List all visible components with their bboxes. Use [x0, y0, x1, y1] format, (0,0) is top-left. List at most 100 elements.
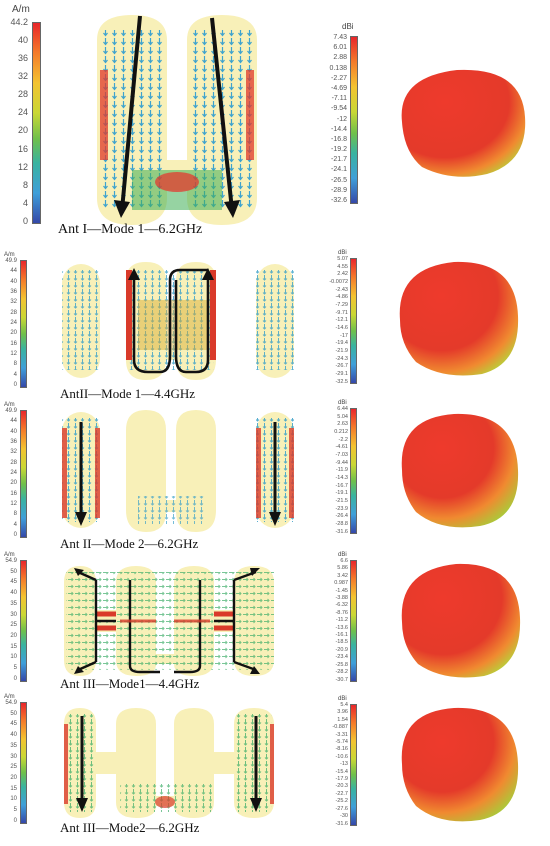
current-color-scale: [20, 410, 27, 538]
gain-tick-labels: 6.6 5.86 3.42 0.987 -1.45 -3.88 -6.32 -8…: [318, 558, 348, 683]
tick: -6.32: [335, 602, 348, 609]
tick: 10: [10, 796, 17, 803]
gain-color-scale: [350, 258, 357, 384]
tick: 8: [22, 179, 28, 190]
tick: -30: [340, 813, 348, 820]
tick: -24.3: [335, 355, 348, 362]
tick: -0.887: [332, 724, 348, 731]
tick: -26.7: [335, 363, 348, 370]
tick: -21.9: [335, 347, 348, 354]
gain-colorbar: dBi 6.44 5.04 2.63 0.212 -2.2 -4.61 -7.0…: [318, 400, 358, 534]
tick: -11.9: [335, 467, 348, 474]
current-colorbar: A/m 49.9 44 40 36 32 28 24 20 16 12 8 4 …: [2, 402, 28, 538]
tick: 44: [10, 418, 17, 425]
tick: -4.69: [331, 84, 347, 92]
tick: 7.43: [333, 34, 347, 41]
tick: -8.16: [335, 746, 348, 753]
tick: 16: [10, 340, 17, 347]
tick: -7.03: [335, 451, 348, 458]
gain-tick-labels: 5.4 3.96 1.54 -0.887 -3.31 -5.74 -8.16 -…: [318, 702, 348, 827]
tick: 0.212: [334, 428, 348, 435]
tick: -3.88: [335, 595, 348, 602]
tick: -8.76: [335, 609, 348, 616]
tick: -2.2: [338, 436, 348, 443]
tick: 5: [13, 665, 17, 672]
tick: 8: [13, 361, 17, 368]
tick: -0.0072: [329, 278, 348, 285]
tick: 6.01: [333, 44, 347, 52]
tick: -23.4: [335, 654, 348, 661]
tick: -30.7: [335, 676, 348, 683]
tick: 5.07: [337, 256, 348, 262]
tick: -19.2: [331, 146, 347, 154]
tick: -12.1: [335, 317, 348, 324]
tick: 3.42: [337, 572, 348, 579]
radiation-pattern-3d: [401, 413, 519, 528]
tick: 5.4: [340, 702, 348, 708]
gain-tick-labels: 7.43 6.01 2.88 0.138 -2.27 -4.69 -7.11 -…: [312, 34, 347, 204]
row-ant3-mode1: A/m 54.9 50 45 40 35 30 25 20 15 10 5 0: [0, 552, 550, 694]
tick: -28.9: [331, 186, 347, 194]
current-colorbar: A/m 54.9 50 45 40 35 30 25 20 15 10 5 0: [2, 694, 28, 824]
tick: 25: [10, 764, 17, 771]
tick: 20: [10, 330, 17, 337]
tick: -25.8: [335, 661, 348, 668]
tick: 40: [10, 732, 17, 739]
tick: 36: [10, 288, 17, 295]
tick: -25.2: [335, 798, 348, 805]
tick: -17.9: [335, 776, 348, 783]
tick: 16: [17, 143, 28, 154]
tick: -18.5: [335, 639, 348, 646]
tick: 45: [10, 721, 17, 728]
tick: -9.54: [331, 105, 347, 113]
tick: 44: [10, 268, 17, 275]
tick: 44.2: [10, 17, 28, 27]
tick: 12: [17, 161, 28, 172]
mode-caption: Ant I—Mode 1—6.2GHz: [58, 222, 203, 237]
mode-caption: AntII—Mode 1—4.4GHz: [60, 386, 196, 401]
tick: 4: [13, 371, 17, 378]
tick: -16.7: [335, 482, 348, 489]
tick: 28: [10, 309, 17, 316]
tick: 4: [22, 197, 28, 208]
current-color-scale: [32, 22, 41, 224]
tick: -29.1: [335, 370, 348, 377]
tick: -27.6: [335, 805, 348, 812]
tick: 54.9: [5, 700, 17, 706]
tick: 45: [10, 579, 17, 586]
tick: 0: [13, 381, 17, 388]
tick: 15: [10, 785, 17, 792]
tick: -19.1: [335, 490, 348, 497]
tick: 8: [13, 511, 17, 518]
tick: 40: [10, 590, 17, 597]
tick: -2.43: [335, 286, 348, 293]
tick: 50: [10, 568, 17, 575]
tick: -32.5: [335, 378, 348, 385]
current-distribution-plot: [62, 262, 294, 380]
tick: -4.61: [335, 444, 348, 451]
tick: -32.6: [331, 197, 347, 204]
tick: 3.96: [337, 709, 348, 716]
gain-color-scale: [350, 704, 357, 826]
tick: -3.31: [335, 731, 348, 738]
tick: 0: [13, 531, 17, 538]
tick: 1.54: [337, 716, 348, 723]
tick: 35: [10, 742, 17, 749]
tick: 5: [13, 807, 17, 814]
tick: -28.2: [335, 669, 348, 676]
tick: 0.138: [329, 64, 347, 72]
gain-colorbar: dBi 7.43 6.01 2.88 0.138 -2.27 -4.69 -7.…: [312, 22, 360, 206]
tick: 12: [10, 350, 17, 357]
tick: -26.4: [335, 513, 348, 520]
current-unit-label: A/m: [12, 4, 30, 15]
current-colorbar: A/m 54.9 50 45 40 35 30 25 20 15 10 5 0: [2, 552, 28, 682]
gain-unit-label: dBi: [338, 250, 347, 256]
tick: -20.9: [335, 646, 348, 653]
tick: -13.6: [335, 624, 348, 631]
gain-colorbar: dBi 5.07 4.55 2.42 -0.0072 -2.43 -4.86 -…: [318, 250, 358, 385]
tick: -4.86: [335, 294, 348, 301]
tick: -22.7: [335, 790, 348, 797]
current-tick-labels: 44.2 40 36 32 28 24 20 16 12 8 4 0: [2, 18, 28, 226]
tick: 36: [10, 438, 17, 445]
gain-unit-label: dBi: [338, 400, 347, 406]
